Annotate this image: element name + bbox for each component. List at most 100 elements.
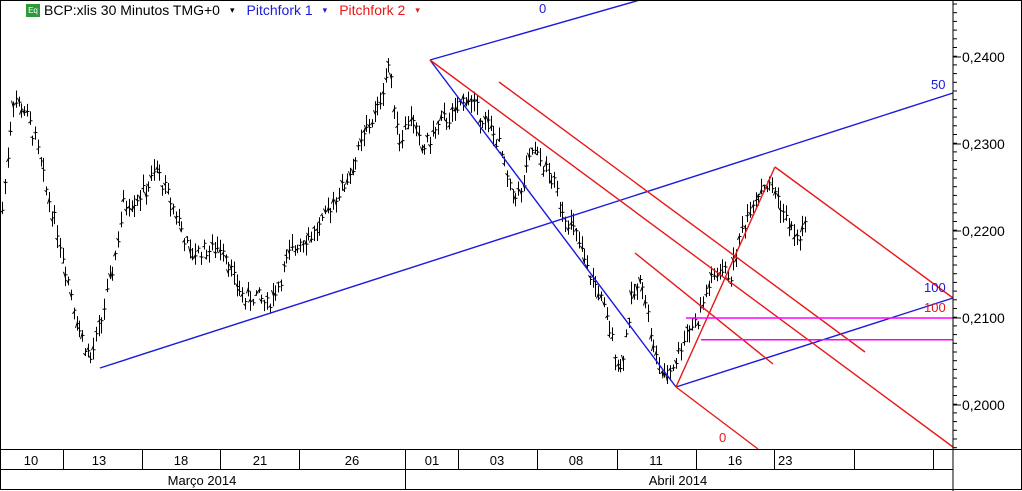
bar-open bbox=[511, 188, 514, 191]
bar-open bbox=[643, 298, 646, 306]
price-bar bbox=[265, 292, 270, 310]
bar-open bbox=[665, 373, 668, 382]
price-bar bbox=[235, 274, 240, 297]
bar-open bbox=[340, 179, 343, 184]
bar-open bbox=[171, 206, 174, 211]
price-bar bbox=[549, 174, 554, 189]
price-bar bbox=[596, 285, 601, 301]
pitchfork-lines[interactable] bbox=[99, 0, 954, 450]
price-bar bbox=[295, 244, 300, 254]
price-bar bbox=[304, 235, 309, 256]
x-day-label: 21 bbox=[253, 453, 267, 468]
price-bar bbox=[110, 266, 115, 281]
price-bar bbox=[246, 282, 251, 297]
price-bar bbox=[789, 221, 794, 230]
bar-open bbox=[436, 120, 439, 125]
price-bar bbox=[121, 190, 126, 203]
y-axis[interactable]: 0,2400 0,2300 0,2200 0,2100 0,2000 bbox=[953, 3, 1005, 449]
instrument-title[interactable]: BCP:xlis 30 Minutos TMG+0 bbox=[44, 2, 220, 18]
bar-open bbox=[97, 320, 100, 323]
bar-open bbox=[141, 187, 144, 190]
bar-open bbox=[226, 269, 229, 275]
bar-open bbox=[668, 367, 671, 372]
bar-open bbox=[649, 334, 652, 340]
price-bar bbox=[582, 248, 587, 264]
y-tick-label: 0,2300 bbox=[962, 136, 1005, 152]
bar-open bbox=[28, 120, 31, 124]
bar-open bbox=[351, 168, 354, 176]
price-bar bbox=[127, 198, 132, 217]
price-bar bbox=[237, 280, 242, 296]
instrument-dropdown-icon[interactable]: ▾ bbox=[229, 4, 235, 15]
price-bar bbox=[155, 160, 160, 174]
bar-open bbox=[94, 330, 97, 333]
price-bar bbox=[425, 132, 430, 143]
x-day-label: 18 bbox=[174, 453, 188, 468]
bar-open bbox=[367, 124, 370, 128]
pitchfork-1-dropdown-icon[interactable]: ▾ bbox=[322, 4, 328, 15]
bar-open bbox=[745, 215, 748, 217]
price-bar bbox=[163, 175, 168, 195]
bar-open bbox=[685, 326, 688, 329]
price-bar bbox=[574, 227, 579, 242]
bar-open bbox=[55, 237, 58, 241]
bar-open bbox=[455, 106, 458, 111]
price-bar bbox=[389, 72, 394, 89]
bar-open bbox=[616, 363, 619, 367]
bar-open bbox=[240, 293, 243, 298]
price-bar bbox=[527, 148, 532, 161]
price-bar bbox=[229, 259, 234, 277]
price-bar bbox=[337, 187, 342, 201]
bar-open bbox=[345, 178, 348, 185]
price-bar bbox=[248, 291, 253, 311]
price-bar bbox=[83, 348, 88, 357]
bar-open bbox=[246, 287, 249, 294]
price-bar bbox=[770, 177, 775, 194]
price-bar bbox=[215, 236, 220, 252]
bar-open bbox=[527, 152, 530, 159]
bar-open bbox=[105, 288, 108, 291]
price-bar bbox=[66, 276, 71, 286]
price-bars bbox=[0, 58, 808, 385]
pitchfork2-hundred-line bbox=[774, 166, 954, 299]
study-pitchfork-1[interactable]: Pitchfork 1 bbox=[246, 2, 313, 18]
bar-open bbox=[395, 125, 398, 129]
price-bar bbox=[138, 189, 143, 211]
bar-open bbox=[524, 165, 527, 168]
price-bar bbox=[729, 276, 734, 287]
price-bar bbox=[340, 173, 345, 191]
pitchfork1-median-line bbox=[99, 92, 954, 369]
bar-open bbox=[696, 321, 699, 327]
bar-open bbox=[574, 227, 577, 232]
bar-open bbox=[257, 289, 260, 293]
pitchfork-2-dropdown-icon[interactable]: ▾ bbox=[415, 4, 420, 15]
price-bar bbox=[166, 183, 171, 195]
bar-open bbox=[166, 191, 169, 194]
study-pitchfork-2[interactable]: Pitchfork 2 bbox=[339, 2, 406, 18]
bar-open bbox=[535, 153, 538, 156]
bar-open bbox=[618, 366, 621, 371]
price-bar bbox=[433, 126, 438, 139]
price-bar bbox=[359, 129, 364, 152]
bar-open bbox=[331, 197, 334, 204]
bar-open bbox=[552, 175, 555, 178]
bar-open bbox=[287, 249, 290, 255]
price-bar bbox=[182, 238, 187, 252]
bar-open bbox=[196, 249, 199, 252]
bar-open bbox=[334, 199, 337, 206]
price-bar bbox=[403, 116, 408, 130]
price-bar bbox=[646, 304, 651, 322]
x-axis[interactable]: 10 13 18 21 26 01 03 08 11 16 23 bbox=[24, 449, 934, 469]
bar-open bbox=[566, 227, 569, 232]
price-bar bbox=[364, 114, 369, 132]
price-bar bbox=[651, 339, 656, 353]
bar-open bbox=[116, 237, 119, 242]
chart-legend: Eq BCP:xlis 30 Minutos TMG+0 ▾ Pitchfork… bbox=[26, 2, 428, 18]
bar-open bbox=[273, 292, 276, 297]
price-bar bbox=[8, 121, 13, 136]
bar-open bbox=[442, 111, 445, 115]
bar-open bbox=[762, 184, 765, 187]
price-bar bbox=[687, 325, 692, 343]
price-bar bbox=[97, 314, 102, 337]
